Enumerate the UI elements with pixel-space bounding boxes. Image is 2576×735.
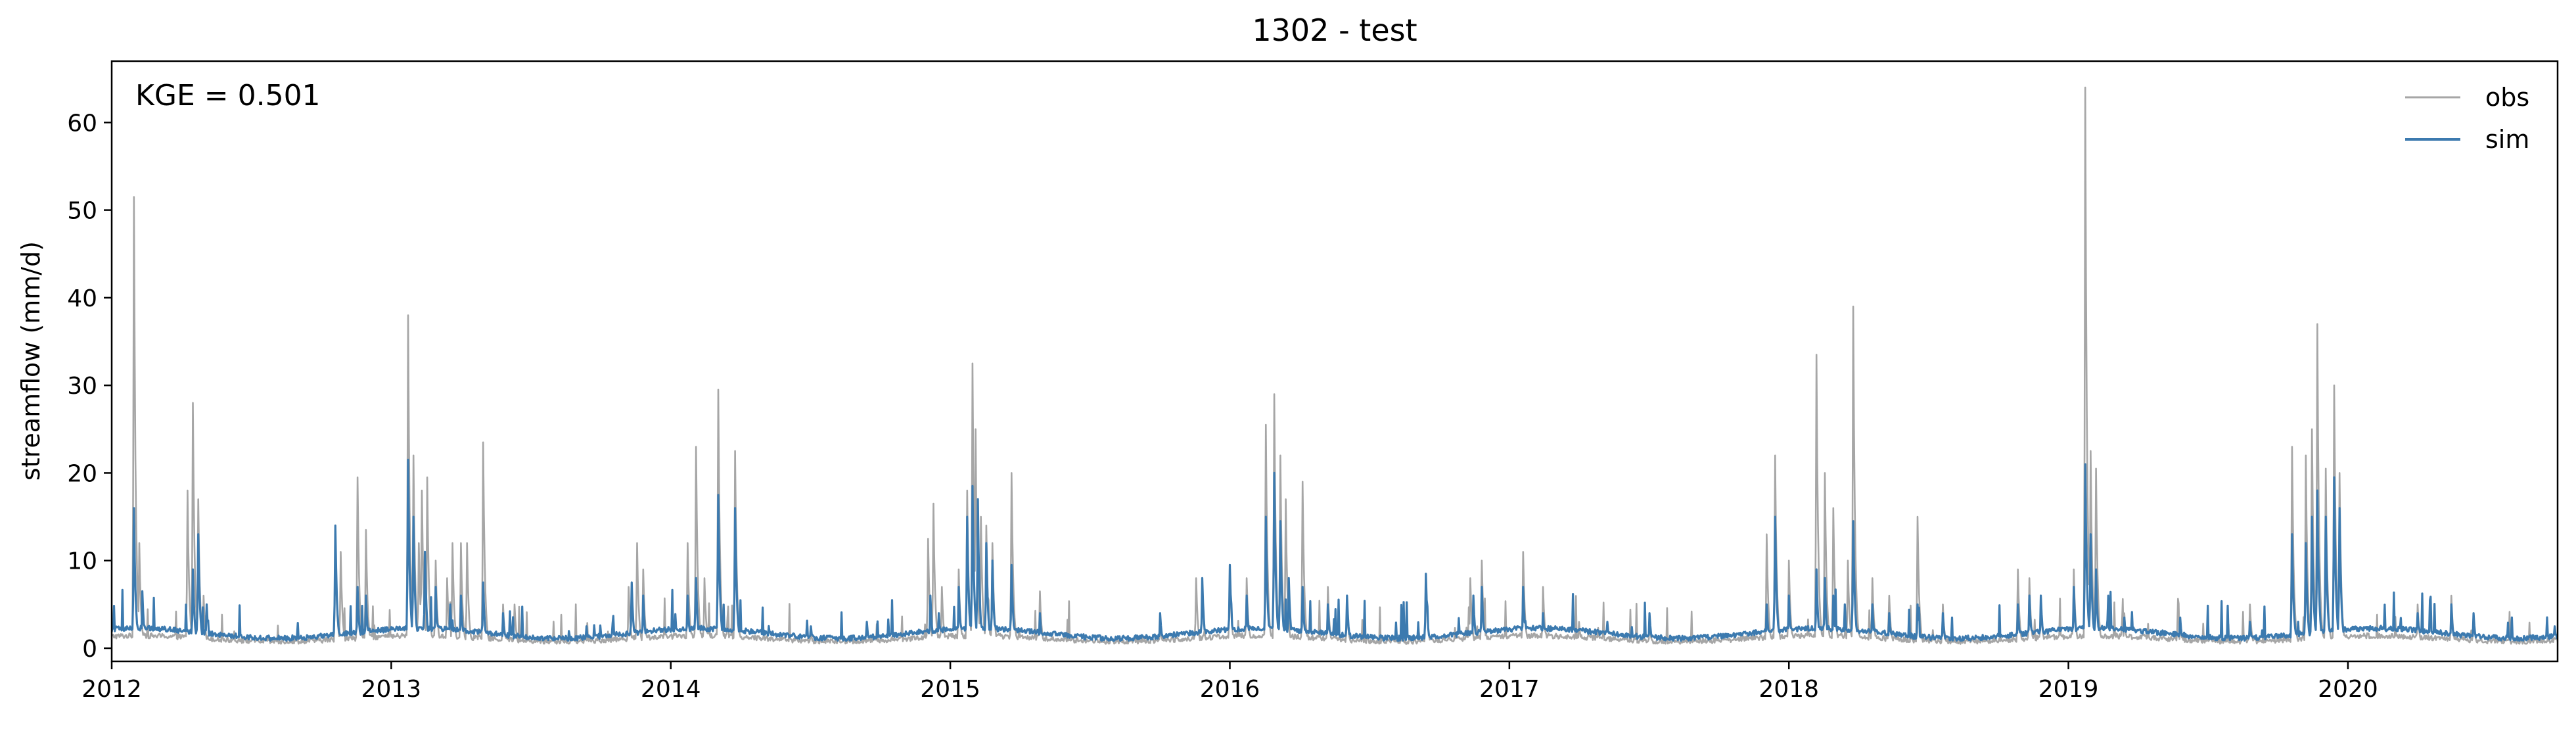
x-tick-label: 2017 <box>1479 676 1540 703</box>
y-tick-label: 20 <box>67 460 97 487</box>
x-tick-label: 2014 <box>641 676 701 703</box>
x-tick-label: 2015 <box>920 676 980 703</box>
y-axis-title: streamflow (mm/d) <box>16 241 45 481</box>
x-tick-label: 2013 <box>361 676 422 703</box>
y-tick-label: 50 <box>67 198 97 225</box>
series-layer <box>112 86 2558 645</box>
y-axis: 0 10 20 30 40 50 60 <box>67 110 112 663</box>
legend-label-obs: obs <box>2485 83 2529 112</box>
x-tick-label: 2019 <box>2038 676 2099 703</box>
x-tick-label: 2016 <box>1200 676 1260 703</box>
chart-title: 1302 - test <box>1252 12 1417 48</box>
y-tick-label: 40 <box>67 285 97 312</box>
legend: obs sim <box>2405 83 2529 154</box>
x-tick-label: 2020 <box>2318 676 2378 703</box>
x-axis: 2012 2013 2014 2015 2016 2017 2018 2019 2020 <box>81 661 2378 703</box>
x-tick-label: 2018 <box>1759 676 1819 703</box>
series-line-obs <box>112 86 2558 645</box>
y-tick-label: 10 <box>67 548 97 575</box>
y-tick-label: 60 <box>67 110 97 137</box>
y-tick-label: 30 <box>67 373 97 400</box>
y-tick-label: 0 <box>82 636 97 663</box>
series-line-sim <box>112 458 2558 642</box>
kge-annotation: KGE = 0.501 <box>135 79 321 112</box>
legend-label-sim: sim <box>2485 125 2529 154</box>
x-tick-label: 2012 <box>81 676 142 703</box>
plot-frame <box>110 60 2559 663</box>
